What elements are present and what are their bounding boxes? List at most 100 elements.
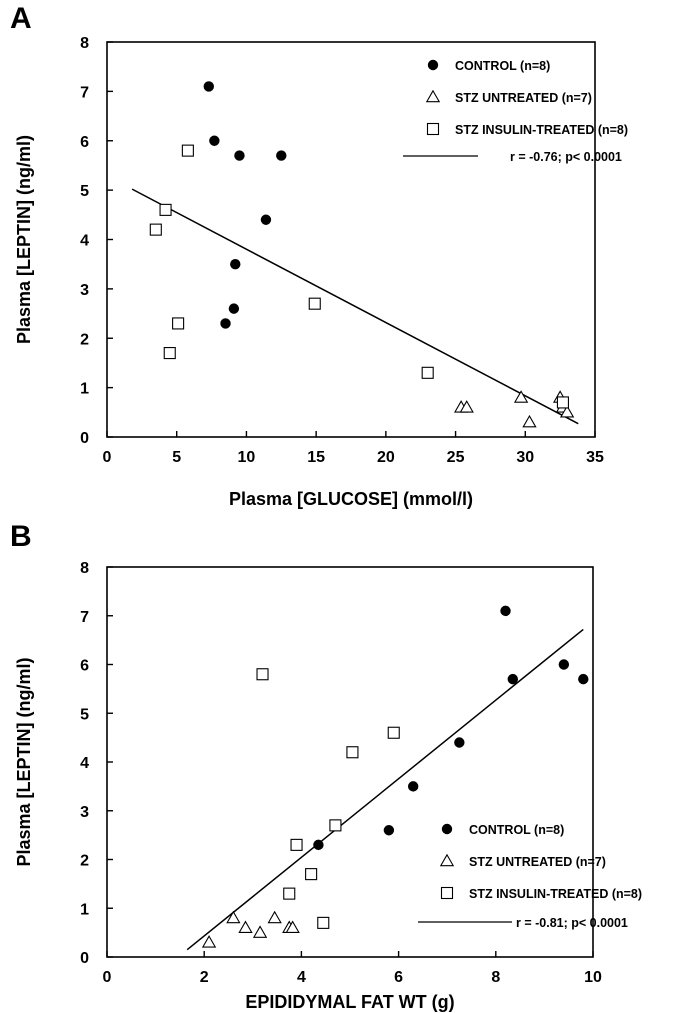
y-axis-label: Plasma [LEPTIN] (ng/ml) bbox=[14, 657, 34, 866]
chart-panel-b: 0 2 4 6 8 10 0 1 2 3 4 5 6 7 8 EPIDIDYMAL FAT WT (g) Pla… bbox=[14, 560, 642, 1012]
regression-line bbox=[131, 188, 579, 425]
panel-letter-a: A bbox=[10, 2, 32, 35]
data-point-series-2 bbox=[252, 925, 268, 938]
data-point-series-2 bbox=[238, 920, 253, 933]
y-tick-label: 7 bbox=[80, 84, 89, 101]
data-point-series-3 bbox=[181, 144, 194, 157]
y-tick-label: 2 bbox=[80, 331, 89, 348]
data-point-series-3 bbox=[421, 366, 434, 379]
data-point-series-1 bbox=[578, 673, 589, 685]
data-point-series-3 bbox=[329, 819, 342, 832]
y-tick-label: 4 bbox=[80, 233, 89, 250]
x-tick-label: 35 bbox=[586, 449, 604, 466]
x-tick-label: 0 bbox=[103, 449, 112, 466]
data-point-series-1 bbox=[500, 605, 511, 617]
data-point-series-2 bbox=[201, 935, 217, 948]
data-point-series-3 bbox=[149, 223, 162, 236]
data-point-series-1 bbox=[203, 81, 214, 92]
data-point-series-3 bbox=[290, 838, 303, 851]
data-point-series-2 bbox=[513, 390, 529, 403]
chart-panel-a: 0 5 10 15 20 25 30 35 0 1 2 3 4 5 6 7 8 Plasma [GLUCOSE] … bbox=[14, 35, 628, 509]
legend-marker bbox=[425, 89, 441, 103]
regression-line bbox=[186, 628, 584, 951]
y-tick-label: 5 bbox=[80, 706, 89, 723]
y-axis-label: Plasma [LEPTIN] (ng/ml) bbox=[14, 135, 34, 344]
data-point-series-2 bbox=[226, 910, 241, 924]
data-point-series-1 bbox=[558, 659, 570, 670]
y-tick-label: 0 bbox=[80, 950, 89, 967]
legend-marker bbox=[426, 122, 440, 136]
y-tick-label: 1 bbox=[80, 381, 89, 398]
data-point-series-3 bbox=[159, 203, 172, 216]
data-point-series-1 bbox=[228, 303, 240, 314]
legend-label: STZ UNTREATED (n=7) bbox=[455, 91, 592, 105]
data-point-series-3 bbox=[317, 916, 330, 929]
y-tick-label: 3 bbox=[80, 804, 89, 821]
x-tick-label: 25 bbox=[447, 449, 465, 466]
panel-letter-b: B bbox=[10, 520, 32, 553]
x-tick-label: 10 bbox=[238, 449, 256, 466]
legend-label: STZ UNTREATED (n=7) bbox=[469, 855, 606, 869]
legend-label: STZ INSULIN-TREATED (n=8) bbox=[469, 887, 642, 901]
x-tick-label: 8 bbox=[491, 969, 500, 986]
data-point-series-2 bbox=[522, 414, 537, 428]
data-point-series-1 bbox=[220, 318, 231, 329]
legend-label: STZ INSULIN-TREATED (n=8) bbox=[455, 123, 628, 137]
y-tick-label: 2 bbox=[80, 853, 89, 870]
x-axis-label: EPIDIDYMAL FAT WT (g) bbox=[245, 992, 454, 1012]
x-tick-label: 10 bbox=[584, 969, 602, 986]
y-tick-label: 7 bbox=[80, 609, 89, 626]
x-tick-label: 20 bbox=[377, 449, 395, 466]
data-point-series-1 bbox=[383, 825, 395, 836]
y-tick-label: 8 bbox=[80, 560, 89, 577]
x-axis-label: Plasma [GLUCOSE] (mmol/l) bbox=[229, 489, 473, 509]
data-point-series-2 bbox=[285, 920, 300, 933]
x-tick-label: 30 bbox=[516, 449, 534, 466]
y-tick-label: 1 bbox=[80, 901, 89, 918]
x-tick-label: 4 bbox=[297, 969, 306, 986]
data-point-series-3 bbox=[387, 726, 400, 739]
legend-label: CONTROL (n=8) bbox=[469, 823, 564, 837]
data-point-series-1 bbox=[313, 839, 324, 851]
legend-marker bbox=[440, 886, 454, 900]
data-point-series-3 bbox=[172, 317, 185, 330]
data-point-series-1 bbox=[407, 781, 419, 792]
x-tick-label: 15 bbox=[307, 449, 325, 466]
legend-marker bbox=[439, 853, 455, 867]
legend-marker bbox=[427, 59, 439, 71]
data-point-series-3 bbox=[305, 868, 318, 881]
x-tick-label: 2 bbox=[200, 969, 209, 986]
legend: CONTROL (n=8) STZ UNTREATED (n=7) STZ INSU… bbox=[403, 59, 628, 164]
y-tick-label: 5 bbox=[80, 183, 89, 200]
x-tick-label: 6 bbox=[394, 969, 403, 986]
legend-label: CONTROL (n=8) bbox=[455, 59, 550, 73]
y-tick-label: 8 bbox=[80, 35, 89, 52]
data-point-series-1 bbox=[230, 258, 241, 270]
data-point-series-1 bbox=[234, 150, 245, 161]
data-point-series-1 bbox=[454, 737, 465, 748]
y-tick-label: 3 bbox=[80, 282, 89, 299]
data-point-series-3 bbox=[283, 887, 296, 900]
data-point-series-2 bbox=[559, 405, 575, 418]
data-point-series-3 bbox=[163, 347, 176, 360]
y-tick-label: 6 bbox=[80, 658, 89, 675]
y-tick-label: 6 bbox=[80, 134, 89, 151]
data-point-series-1 bbox=[209, 135, 220, 146]
legend-regression-label: r = -0.76; p< 0.0001 bbox=[510, 150, 622, 164]
legend-marker bbox=[441, 823, 453, 835]
data-point-series-2 bbox=[459, 400, 474, 413]
data-point-series-3 bbox=[308, 297, 321, 310]
x-tick-label: 0 bbox=[103, 969, 112, 986]
data-point-series-1 bbox=[507, 673, 519, 685]
y-tick-label: 0 bbox=[80, 430, 89, 447]
data-point-series-1 bbox=[276, 150, 287, 161]
data-point-series-3 bbox=[346, 746, 359, 759]
data-point-series-2 bbox=[267, 910, 282, 924]
data-point-series-3 bbox=[556, 396, 569, 409]
legend: CONTROL (n=8) STZ UNTREATED (n=7) STZ INSU… bbox=[418, 823, 642, 930]
legend-regression-label: r = -0.81; p< 0.0001 bbox=[516, 916, 628, 930]
data-point-series-1 bbox=[260, 214, 272, 225]
y-tick-label: 4 bbox=[80, 755, 89, 772]
x-tick-label: 5 bbox=[172, 449, 181, 466]
